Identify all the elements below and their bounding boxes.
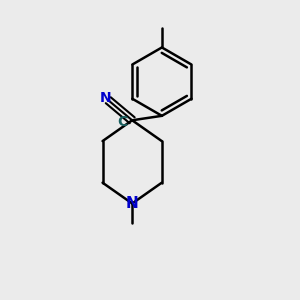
- Text: N: N: [126, 196, 139, 211]
- Text: N: N: [100, 91, 111, 105]
- Text: C: C: [118, 115, 128, 129]
